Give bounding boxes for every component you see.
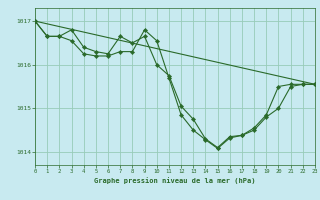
X-axis label: Graphe pression niveau de la mer (hPa): Graphe pression niveau de la mer (hPa)	[94, 177, 256, 184]
